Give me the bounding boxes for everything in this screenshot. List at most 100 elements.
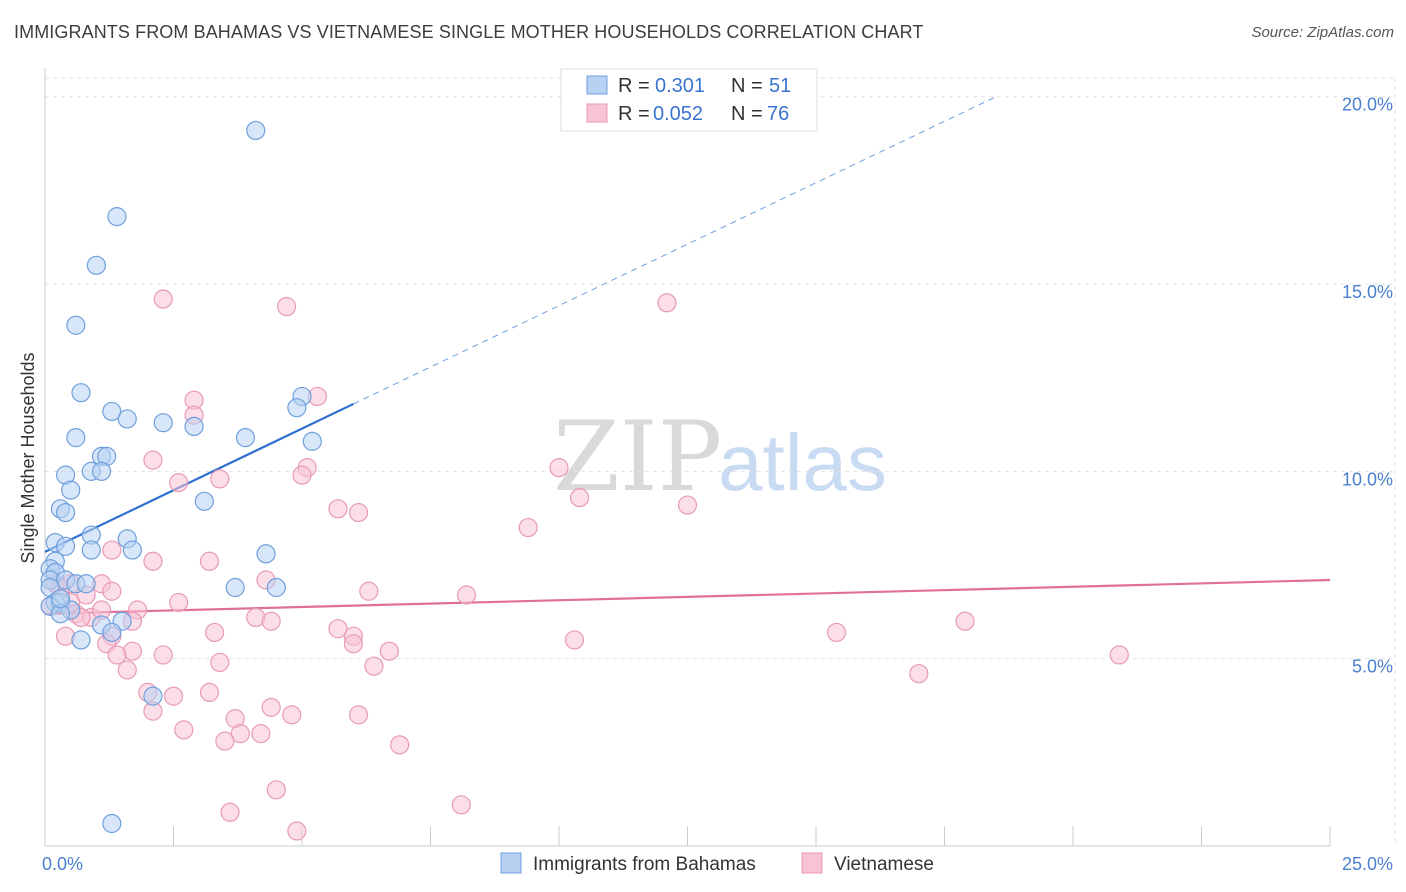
- bahamas-point-1: [107, 207, 127, 227]
- bahamas-point-49: [102, 813, 122, 834]
- y-axis-label: Single Mother Households: [18, 352, 38, 563]
- legend-swatch-pink: [586, 103, 608, 123]
- vietnamese-point-19: [199, 551, 220, 571]
- vietnamese-point-23: [102, 581, 122, 601]
- vietnamese-point-65: [215, 731, 235, 751]
- vietnamese-trendline: [44, 578, 1331, 615]
- trendlines: [44, 96, 1331, 615]
- bahamas-points: [40, 120, 322, 834]
- legend-swatch-blue: [586, 75, 608, 95]
- vietnamese-point-18: [143, 551, 163, 571]
- bahamas-point-10: [235, 428, 256, 448]
- bahamas-point-9: [66, 428, 86, 448]
- series-legend: Immigrants from Bahamas Vietnamese: [500, 852, 934, 875]
- bottom-legend-label-bahamas: Immigrants from Bahamas: [533, 854, 756, 875]
- bahamas-trendline-extension: [353, 96, 997, 405]
- legend-r-label-1: R =: [618, 75, 650, 97]
- bahamas-point-11: [302, 431, 322, 451]
- vietnamese-point-26: [169, 592, 189, 613]
- vietnamese-point-69: [220, 802, 240, 822]
- vietnamese-point-66: [390, 735, 410, 755]
- vietnamese-point-59: [282, 705, 302, 725]
- bahamas-point-24: [55, 536, 76, 556]
- vietnamese-point-9: [292, 465, 312, 485]
- x-tick-label-0: 0.0%: [42, 854, 83, 874]
- bahamas-point-51: [287, 398, 307, 418]
- vietnamese-point-6: [143, 450, 163, 470]
- vietnamese-point-10: [210, 469, 230, 489]
- bahamas-point-15: [91, 461, 112, 481]
- vietnamese-point-2: [657, 293, 677, 313]
- bahamas-point-47: [50, 589, 71, 609]
- bahamas-point-2: [86, 255, 107, 275]
- vietnamese-point-57: [261, 697, 281, 717]
- legend-r-label-2: R =: [618, 103, 650, 125]
- y-tick-label-3: 20.0%: [1342, 95, 1393, 115]
- vietnamese-point-24: [359, 581, 379, 601]
- bahamas-point-34: [76, 574, 96, 594]
- bahamas-point-8: [184, 416, 204, 437]
- axes: [44, 68, 1331, 847]
- vietnamese-point-47: [153, 645, 173, 665]
- bahamas-point-25: [122, 540, 142, 560]
- vietnamese-point-36: [328, 619, 348, 639]
- bahamas-point-6: [117, 409, 137, 429]
- vietnamese-point-61: [348, 705, 369, 725]
- vietnamese-point-14: [328, 499, 348, 519]
- vietnamese-point-17: [102, 540, 122, 560]
- vietnamese-point-68: [451, 795, 471, 815]
- vietnamese-points: [40, 289, 1129, 841]
- vietnamese-point-62: [174, 720, 194, 740]
- y-tick-label-0: 5.0%: [1352, 657, 1393, 677]
- vietnamese-point-49: [107, 645, 127, 665]
- correlation-legend: R = 0.301 N = 51 R = 0.052 N = 76: [560, 68, 818, 132]
- vietnamese-point-40: [564, 630, 585, 650]
- vietnamese-point-43: [343, 634, 363, 654]
- vietnamese-point-50: [210, 652, 230, 673]
- bahamas-point-45: [102, 622, 122, 643]
- bahamas-point-37: [266, 577, 286, 598]
- bahamas-point-46: [71, 630, 91, 650]
- vietnamese-point-48: [1109, 645, 1129, 665]
- vietnamese-point-12: [569, 487, 590, 508]
- vietnamese-point-53: [909, 664, 929, 684]
- y-tick-label-2: 15.0%: [1342, 282, 1393, 302]
- vietnamese-point-15: [348, 502, 369, 523]
- vietnamese-point-55: [163, 686, 184, 706]
- bahamas-point-27: [256, 544, 276, 564]
- vietnamese-point-70: [287, 821, 307, 841]
- vietnamese-point-0: [153, 289, 173, 309]
- legend-r-value-2: 0.052: [653, 103, 703, 125]
- vietnamese-point-25: [456, 585, 477, 605]
- bahamas-point-7: [153, 413, 173, 433]
- x-tick-label-1: 25.0%: [1342, 854, 1393, 874]
- vietnamese-point-11: [169, 473, 189, 493]
- bottom-legend-swatch-bahamas: [500, 852, 522, 874]
- chart-title: IMMIGRANTS FROM BAHAMAS VS VIETNAMESE SI…: [14, 22, 924, 42]
- bahamas-point-4: [71, 383, 91, 403]
- vietnamese-point-52: [117, 660, 137, 680]
- vietnamese-point-51: [364, 656, 384, 676]
- source-credit: Source: ZipAtlas.com: [1251, 24, 1394, 41]
- vietnamese-point-67: [266, 780, 286, 800]
- bahamas-point-3: [66, 315, 86, 335]
- vietnamese-point-16: [518, 517, 538, 538]
- bahamas-point-18: [194, 491, 214, 511]
- y-tick-labels: 5.0% 10.0% 15.0% 20.0%: [1342, 95, 1393, 677]
- x-tick-labels: 0.0% 25.0%: [42, 854, 1393, 874]
- vietnamese-point-8: [549, 458, 569, 478]
- vietnamese-point-38: [205, 622, 225, 643]
- bahamas-point-0: [246, 120, 266, 141]
- legend-n-value-1: 51: [769, 75, 791, 97]
- legend-r-value-1: 0.301: [655, 75, 705, 97]
- bahamas-point-17: [61, 480, 81, 500]
- bahamas-point-20: [55, 502, 76, 523]
- vietnamese-point-35: [955, 611, 975, 631]
- vietnamese-point-46: [379, 641, 399, 661]
- legend-n-value-2: 76: [767, 103, 789, 125]
- vietnamese-point-64: [251, 724, 271, 744]
- vietnamese-point-1: [276, 296, 297, 317]
- bahamas-point-26: [81, 540, 101, 560]
- bottom-legend-swatch-vietnamese: [801, 852, 823, 874]
